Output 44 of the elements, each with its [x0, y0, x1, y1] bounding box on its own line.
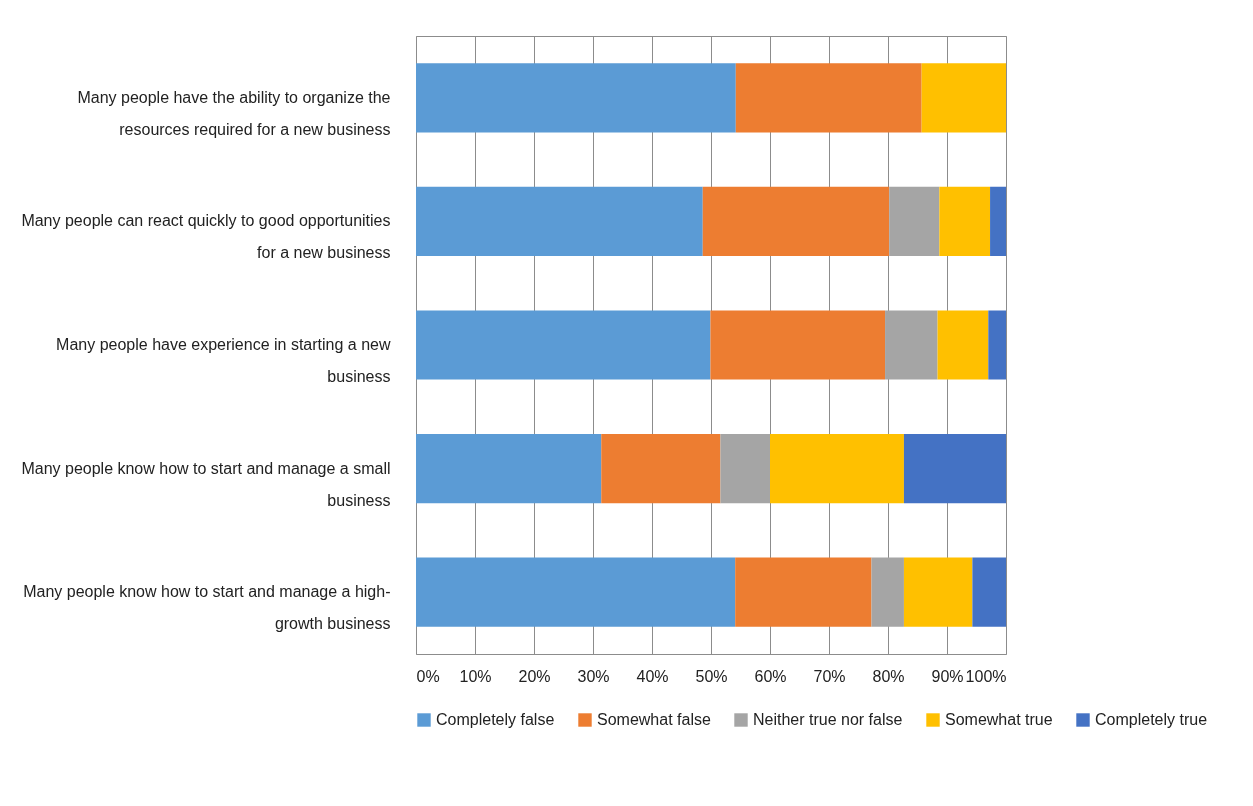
legend-label: Somewhat false	[597, 711, 711, 728]
x-tick-label: 70%	[813, 667, 846, 685]
bar	[416, 63, 736, 133]
bar	[937, 310, 989, 380]
bar	[416, 310, 711, 380]
legend-label: Completely true	[1095, 711, 1208, 728]
x-tick-label: 40%	[636, 667, 669, 685]
y-tick-label: Many people have the ability to organize the resources required for a new business	[77, 88, 391, 138]
bar	[735, 63, 922, 133]
x-tick-label: 90%	[931, 667, 964, 685]
x-tick-label: 10%	[459, 667, 492, 685]
bar	[903, 433, 1006, 504]
bar	[871, 557, 904, 627]
bar	[988, 310, 1006, 380]
bar	[921, 63, 1006, 133]
bar	[735, 557, 872, 627]
y-tick-label: Many people know how to start and manage a high-growth business	[23, 583, 391, 633]
y-tick-label: Many people know how to start and manage a small business	[21, 459, 391, 509]
bar	[702, 186, 890, 257]
x-tick-label: 20%	[518, 667, 551, 685]
bar	[885, 310, 938, 380]
x-tick-label: 80%	[872, 667, 905, 685]
bar	[416, 186, 703, 257]
x-tick-label: 30%	[577, 667, 610, 685]
bar	[939, 186, 991, 257]
y-tick-label: Many people have experience in starting a new business	[56, 336, 391, 385]
bar	[770, 433, 904, 504]
legend-label: Somewhat true	[945, 711, 1053, 728]
bar	[416, 557, 736, 627]
legend-label: Completely false	[436, 711, 555, 728]
bar	[601, 433, 721, 504]
bar	[416, 433, 602, 504]
x-tick-label: 60%	[754, 667, 787, 685]
bar	[889, 186, 940, 257]
bar	[903, 557, 973, 627]
bar	[990, 186, 1006, 257]
bar	[972, 557, 1006, 627]
bar	[710, 310, 886, 380]
x-tick-label: 50%	[695, 667, 728, 685]
legend-label: Neither true nor false	[753, 711, 903, 728]
x-tick-label: 0%	[416, 667, 440, 685]
x-tick-label: 100%	[965, 667, 1007, 685]
bar	[720, 433, 770, 504]
y-tick-label: Many people can react quickly to good opportunities for a new business	[21, 212, 391, 262]
